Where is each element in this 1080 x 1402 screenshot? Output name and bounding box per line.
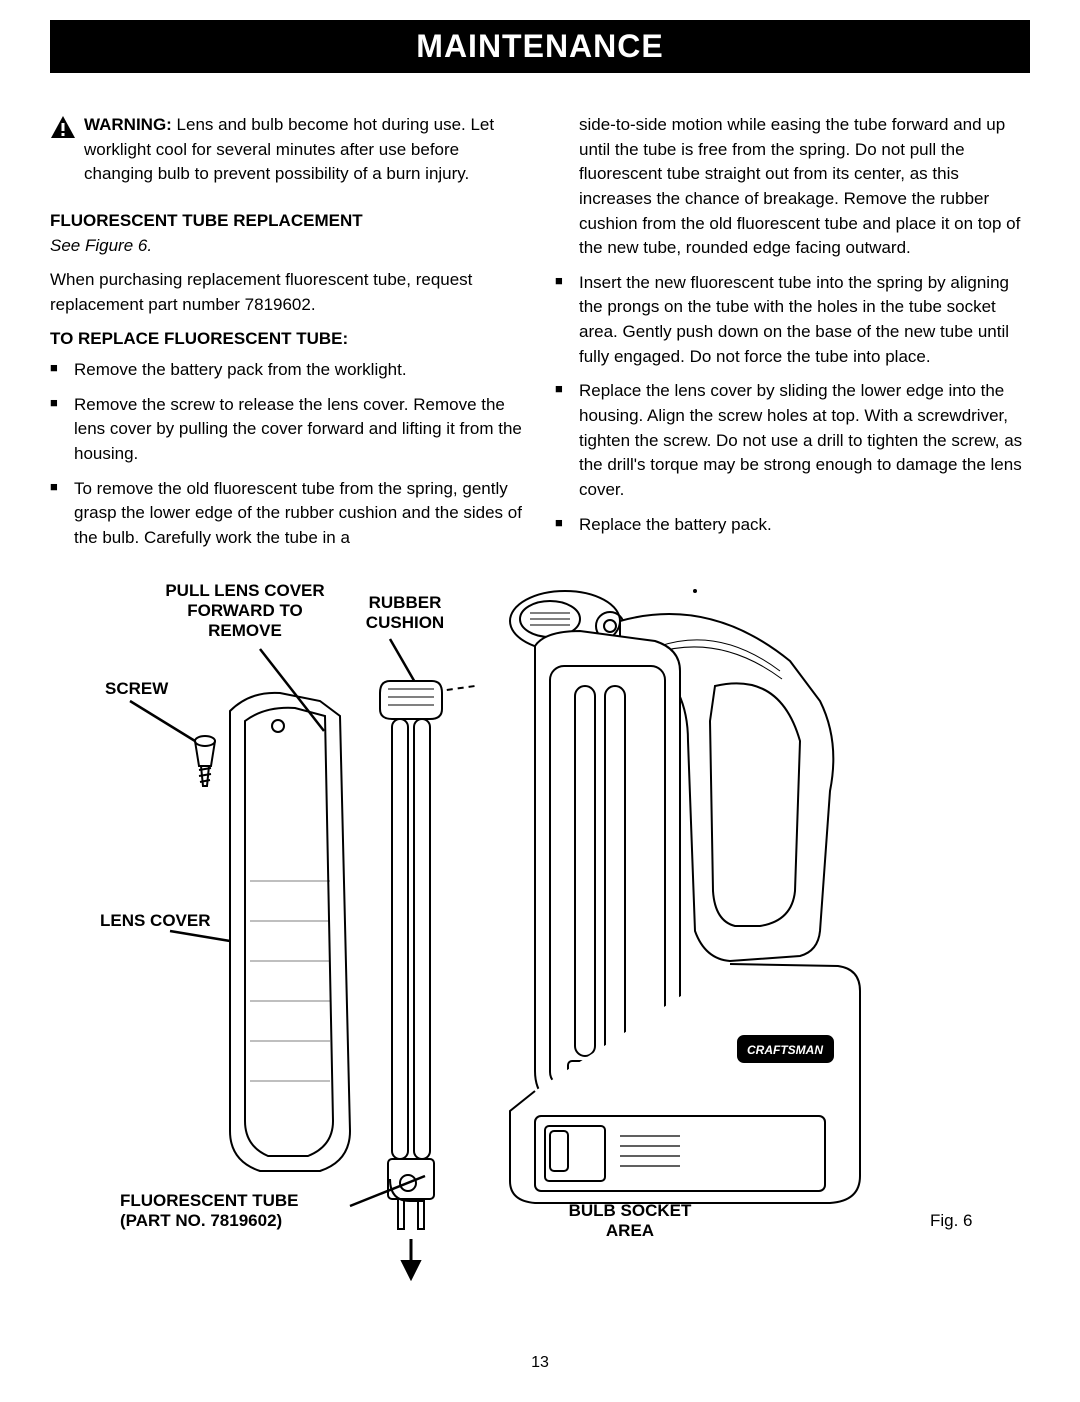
right-column: side-to-side motion while easing the tub… <box>555 113 1030 561</box>
two-column-content: WARNING: Lens and bulb become hot during… <box>50 113 1030 561</box>
page-number: 13 <box>0 1354 1080 1372</box>
header-bar: MAINTENANCE <box>50 20 1030 73</box>
continuation-para: side-to-side motion while easing the tub… <box>555 113 1030 261</box>
left-column: WARNING: Lens and bulb become hot during… <box>50 113 525 561</box>
list-item: Remove the battery pack from the worklig… <box>50 358 525 383</box>
intro-para: When purchasing replacement fluorescent … <box>50 268 525 317</box>
left-bullet-list: Remove the battery pack from the worklig… <box>50 358 525 550</box>
list-item: To remove the old fluorescent tube from … <box>50 477 525 551</box>
section-title: FLUORESCENT TUBE REPLACEMENT <box>50 209 525 234</box>
list-item: Insert the new fluorescent tube into the… <box>555 271 1030 370</box>
list-item: Replace the lens cover by sliding the lo… <box>555 379 1030 502</box>
right-bullet-list: Insert the new fluorescent tube into the… <box>555 271 1030 537</box>
svg-text:CRAFTSMAN: CRAFTSMAN <box>747 1043 823 1057</box>
figure-6: PULL LENS COVER FORWARD TO REMOVE RUBBER… <box>50 581 1030 1281</box>
figure-illustration: CRAFTSMAN <box>50 581 1030 1281</box>
subhead: TO REPLACE FLUORESCENT TUBE: <box>50 327 525 352</box>
warning-block: WARNING: Lens and bulb become hot during… <box>50 113 525 187</box>
list-item: Remove the screw to release the lens cov… <box>50 393 525 467</box>
warning-icon <box>50 115 76 147</box>
warning-text: WARNING: Lens and bulb become hot during… <box>84 113 525 187</box>
warning-label: WARNING: <box>84 115 172 134</box>
see-figure: See Figure 6. <box>50 234 525 259</box>
list-item: Replace the battery pack. <box>555 513 1030 538</box>
